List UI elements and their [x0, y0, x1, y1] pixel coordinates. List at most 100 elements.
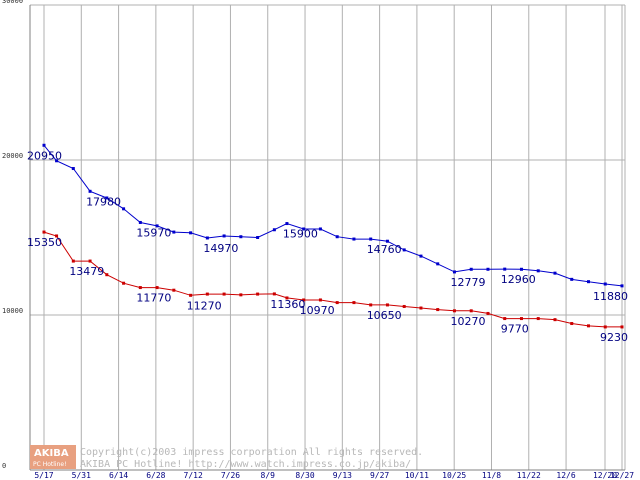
data-point — [603, 325, 607, 329]
data-point — [620, 284, 624, 288]
data-point — [205, 236, 209, 240]
x-tick-label: 5/17 — [34, 471, 53, 480]
data-point — [335, 235, 339, 239]
x-tick-label: 12/20 — [593, 471, 617, 480]
data-point — [285, 222, 289, 226]
data-point — [272, 228, 276, 232]
data-label: 12779 — [450, 276, 485, 289]
data-point — [189, 231, 193, 235]
data-point — [519, 317, 523, 321]
y-tick-label: 10000 — [2, 307, 23, 315]
data-point — [122, 207, 126, 211]
x-tick-label: 9/27 — [370, 471, 389, 480]
data-point — [369, 237, 373, 241]
copyright-line: Copyright(c)2003 impress corporation All… — [80, 447, 423, 458]
data-label: 11880 — [593, 290, 628, 303]
data-label: 9230 — [600, 331, 628, 344]
series-layer — [42, 143, 624, 329]
data-label: 15350 — [27, 236, 62, 249]
x-axis: 5/17 5/31 6/14 6/28 7/12 7/26 8/9 8/30 9/13 9/27 1… — [30, 469, 634, 480]
data-point — [42, 230, 46, 234]
data-label: 15900 — [283, 228, 318, 241]
data-point — [42, 143, 46, 147]
x-tick-label: 12/6 — [556, 471, 575, 480]
data-point — [352, 237, 356, 241]
data-label: 20950 — [27, 149, 62, 162]
data-point — [385, 239, 389, 243]
data-point — [586, 280, 590, 284]
data-label: 15970 — [136, 226, 171, 239]
data-point — [71, 259, 75, 263]
data-point — [402, 304, 406, 308]
x-tick-label: 9/13 — [333, 471, 352, 480]
data-point — [256, 292, 260, 296]
data-label: 11360 — [270, 298, 305, 311]
data-point — [105, 196, 109, 200]
x-tick-label: 12/27 — [610, 471, 634, 480]
site-url-line: AKIBA PC Hotline! http://www.watch.impre… — [80, 459, 411, 470]
x-tick-label: 10/25 — [442, 471, 466, 480]
data-point — [385, 303, 389, 307]
akiba-logo-subtext: PC Hotline! — [33, 461, 66, 468]
y-tick-label: 0 — [2, 462, 6, 470]
data-label: 11270 — [187, 299, 222, 312]
x-tick-label: 8/30 — [295, 471, 314, 480]
data-point — [570, 277, 574, 281]
data-point — [586, 324, 590, 328]
data-point — [335, 301, 339, 305]
data-point — [553, 318, 557, 322]
data-label: 17980 — [86, 195, 121, 208]
data-label: 10270 — [450, 315, 485, 328]
data-label: 10650 — [367, 309, 402, 322]
x-tick-label: 11/22 — [517, 471, 541, 480]
data-point — [436, 308, 440, 312]
data-point — [536, 269, 540, 273]
data-point — [620, 325, 624, 329]
data-point — [452, 309, 456, 313]
data-point — [503, 317, 507, 321]
data-point — [122, 281, 126, 285]
data-label: 9770 — [501, 323, 529, 336]
data-point — [302, 298, 306, 302]
data-point — [138, 220, 142, 224]
data-point — [352, 301, 356, 305]
data-point — [452, 270, 456, 274]
data-point — [272, 292, 276, 296]
data-point — [71, 167, 75, 171]
data-point — [189, 293, 193, 297]
data-labels: 20950 17980 15970 14970 15900 14760 12779 12960… — [27, 149, 628, 344]
x-tick-label: 10/11 — [405, 471, 429, 480]
series-line-1 — [43, 231, 622, 328]
data-point — [155, 224, 159, 228]
x-tick-label: 6/14 — [109, 471, 128, 480]
data-point — [105, 273, 109, 277]
x-tick-label: 7/12 — [184, 471, 203, 480]
data-point — [318, 298, 322, 302]
data-point — [486, 311, 490, 315]
akiba-logo-text: AKIBA — [34, 448, 69, 459]
data-point — [222, 292, 226, 296]
x-tick-label: 5/31 — [72, 471, 91, 480]
watermark: AKIBA PC Hotline! Copyright(c)2003 impre… — [30, 445, 423, 470]
data-point — [239, 293, 243, 297]
data-point — [318, 227, 322, 231]
data-label: 14970 — [203, 242, 238, 255]
data-label: 12960 — [501, 273, 536, 286]
data-point — [88, 259, 92, 263]
data-point — [369, 303, 373, 307]
x-tick-label: 8/9 — [261, 471, 276, 480]
data-point — [519, 267, 523, 271]
x-tick-label: 6/28 — [146, 471, 165, 480]
series-line-0 — [43, 144, 623, 287]
data-point — [536, 317, 540, 321]
data-point — [138, 286, 142, 290]
data-point — [172, 288, 176, 292]
data-point — [419, 254, 423, 258]
data-label: 14760 — [367, 243, 402, 256]
data-point — [603, 282, 607, 286]
data-point — [436, 262, 440, 266]
data-point — [570, 322, 574, 326]
data-point — [302, 227, 306, 231]
